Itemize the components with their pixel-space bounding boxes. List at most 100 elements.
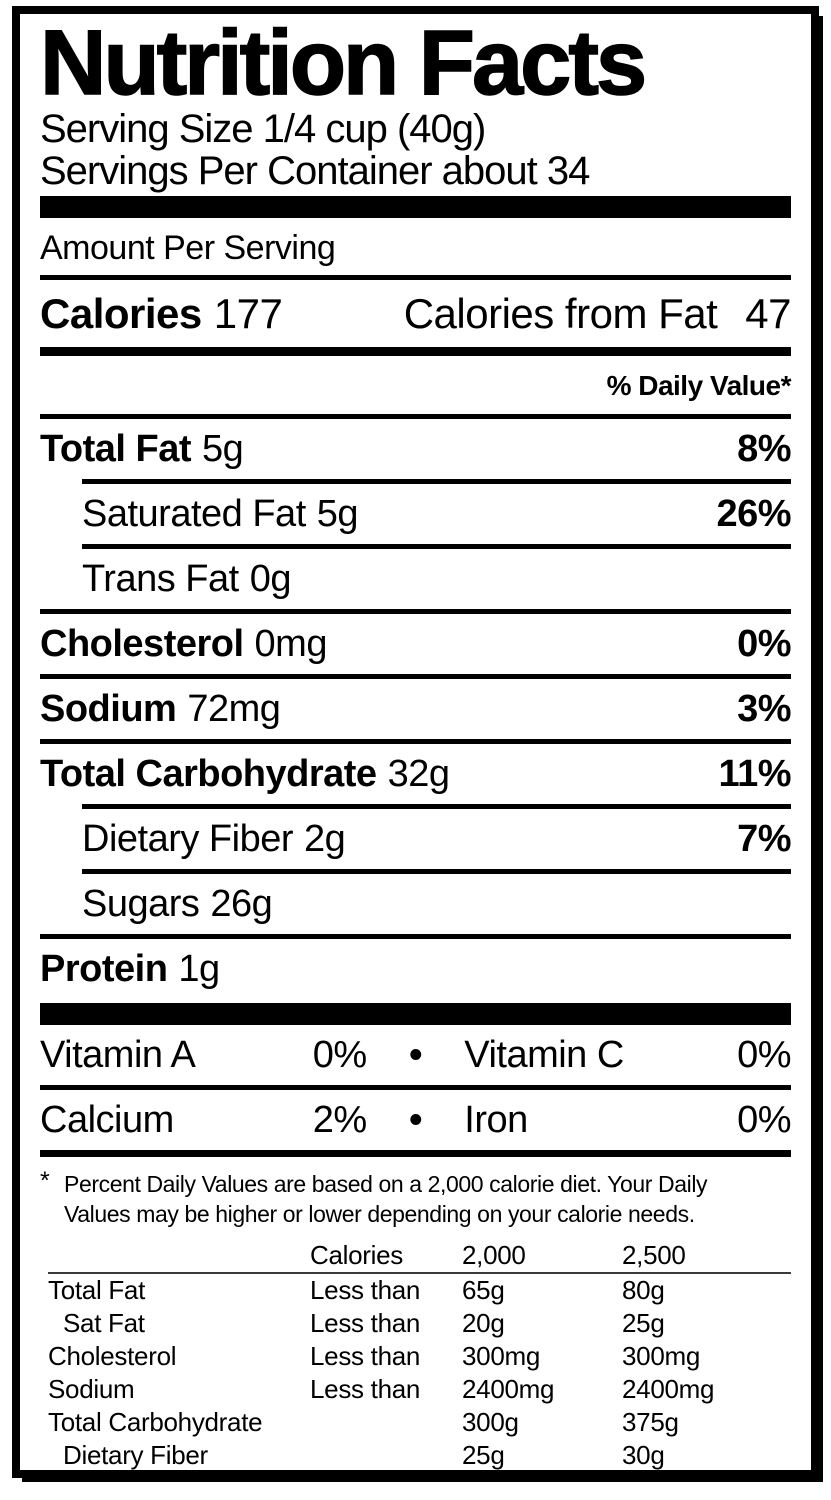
dv-table-qualifier: Less than [310, 1374, 421, 1404]
nutrient-daily-value: 11% [718, 753, 792, 795]
dv-table-value-2000: 20g [462, 1308, 505, 1338]
dv-table-value-2500: 300mg [622, 1341, 700, 1371]
calories-label: Calories [40, 290, 202, 337]
nutrient-daily-value: 3% [737, 688, 791, 730]
dv-table-value-2500: 375g [622, 1407, 679, 1437]
dv-table-header-2000: 2,000 [462, 1240, 526, 1270]
nutrient-row-total-carbohydrate: Total Carbohydrate 32g 11% [40, 739, 792, 804]
dv-table-value-2500: 30g [622, 1440, 665, 1470]
dv-table-nutrient: Total Carbohydrate [48, 1407, 263, 1437]
vitamin-value: 0% [312, 1034, 367, 1076]
nutrient-rows: Total Fat 5g 8% Saturated Fat 5g 26% Trans… [40, 419, 792, 999]
dv-table-value-2500: 2400mg [622, 1374, 715, 1404]
nutrient-row-saturated-fat: Saturated Fat 5g 26% [82, 479, 791, 544]
nutrient-name-amount: Cholesterol 0mg [40, 624, 327, 665]
nutrient-amount: 0mg [254, 623, 328, 665]
nutrient-name-amount: Protein 1g [40, 949, 220, 990]
dv-table-value-2000: 2400mg [462, 1374, 555, 1404]
nutrient-name-amount: Sodium 72mg [40, 688, 281, 730]
dv-table-qualifier [310, 1406, 462, 1439]
nutrient-name: Cholesterol [40, 623, 244, 665]
nutrient-row-sugars: Sugars 26g [82, 869, 791, 934]
dv-table-value-2000: 300g [462, 1407, 519, 1437]
nutrient-name: Total Carbohydrate [40, 753, 377, 795]
nutrient-name-amount: Trans Fat 0g [82, 559, 291, 600]
nutrient-daily-value: 7% [737, 818, 791, 860]
nutrient-name-amount: Sugars 26g [82, 883, 273, 925]
dv-table-nutrient: Cholesterol [48, 1341, 177, 1371]
dv-table-header-blank [48, 1239, 310, 1272]
dv-table-value-2000: 25g [462, 1440, 505, 1470]
vitamin-name: Vitamin A [40, 1034, 196, 1076]
vitamin-left-pair: Vitamin A 0% [40, 1035, 367, 1076]
dv-table-header-calories: Calories [310, 1240, 403, 1270]
dv-table-row: Sat Fat Less than 20g 25g [48, 1307, 791, 1340]
nutrient-amount: 0g [249, 558, 292, 600]
nutrient-amount: 72mg [187, 688, 281, 730]
dv-table-value-2000: 300mg [462, 1341, 540, 1371]
thick-separator-bar-bottom [40, 1003, 791, 1025]
dv-table-qualifier: Less than [310, 1341, 421, 1371]
dv-table-qualifier [310, 1439, 462, 1470]
calories-from-fat-label: Calories from Fat [403, 290, 718, 337]
asterisk-marker: * [40, 1167, 50, 1195]
daily-values-footnote: * Percent Daily Values are based on a 2,… [40, 1157, 791, 1229]
vitamin-name: Iron [464, 1099, 528, 1141]
nutrient-amount: 26g [210, 883, 273, 925]
nutrient-row-dietary-fiber: Dietary Fiber 2g 7% [82, 804, 791, 869]
dv-table-nutrient: Sat Fat [63, 1308, 145, 1338]
footnote-line: Values may be higher or lower depending … [64, 1201, 695, 1227]
dv-table-nutrient: Dietary Fiber [63, 1440, 208, 1470]
dv-table-row: Total Fat Less than 65g 80g [48, 1274, 791, 1307]
serving-size-text: Serving Size 1/4 cup (40g) [40, 107, 486, 151]
nutrient-name: Dietary Fiber [82, 818, 294, 860]
vitamin-right-pair: Iron 0% [464, 1100, 791, 1141]
label-title: Nutrition Facts [39, 12, 648, 114]
nutrient-amount: 1g [178, 948, 220, 990]
nutrient-name: Sugars [82, 883, 200, 925]
dv-table-row: Cholesterol Less than 300mg 300mg [48, 1340, 791, 1373]
vitamins-section: Vitamin A 0% • Vitamin C 0% Calcium 2% • Ir… [40, 1025, 791, 1157]
dv-table-qualifier: Less than [310, 1275, 421, 1305]
nutrient-row-sodium: Sodium 72mg 3% [40, 674, 791, 739]
nutrient-amount: 32g [387, 753, 450, 795]
nutrient-row-cholesterol: Cholesterol 0mg 0% [40, 609, 791, 674]
nutrient-row-protein: Protein 1g [40, 934, 791, 999]
vitamin-row: Vitamin A 0% • Vitamin C 0% [40, 1025, 791, 1085]
bullet-dot-icon: • [409, 1034, 422, 1076]
dv-table-header-row: Calories 2,000 2,500 [48, 1239, 791, 1274]
dv-table-value-2500: 80g [622, 1275, 665, 1305]
nutrient-name-amount: Saturated Fat 5g [82, 493, 359, 535]
bullet-dot-icon: • [409, 1099, 422, 1141]
nutrient-row-trans-fat: Trans Fat 0g [82, 544, 791, 609]
dv-table-row: Total Carbohydrate 300g 375g [48, 1406, 791, 1439]
dv-table-value-2000: 65g [462, 1275, 505, 1305]
nutrient-row-total-fat: Total Fat 5g 8% [40, 419, 791, 479]
vitamin-value: 2% [312, 1099, 367, 1141]
vitamin-name: Vitamin C [464, 1034, 624, 1076]
nutrient-name: Sodium [40, 688, 177, 730]
dv-table-row: Dietary Fiber 25g 30g [48, 1439, 791, 1470]
calories-group: Calories 177 [40, 290, 283, 337]
nutrient-daily-value: 26% [716, 493, 791, 535]
vitamin-row: Calcium 2% • Iron 0% [40, 1085, 791, 1150]
nutrient-name-amount: Total Carbohydrate 32g [40, 753, 450, 795]
dv-table-header-2500: 2,500 [622, 1240, 686, 1270]
vitamin-value: 0% [737, 1099, 791, 1141]
nutrient-name: Trans Fat [82, 558, 239, 600]
calories-row: Calories 177 Calories from Fat 47 [40, 280, 791, 356]
dv-table-nutrient: Sodium [48, 1374, 135, 1404]
dv-table-qualifier: Less than [310, 1308, 421, 1338]
nutrient-name: Protein [40, 948, 168, 990]
amount-per-serving-heading: Amount Per Serving [40, 218, 791, 280]
calories-value: 177 [213, 290, 283, 337]
dv-table-value-2500: 25g [622, 1308, 665, 1338]
nutrient-amount: 5g [316, 493, 359, 535]
dv-table-nutrient: Total Fat [48, 1275, 146, 1305]
nutrient-name: Total Fat [40, 428, 192, 470]
vitamin-left-pair: Calcium 2% [40, 1100, 367, 1141]
nutrient-name-amount: Dietary Fiber 2g [82, 818, 346, 860]
footnote-line: Percent Daily Values are based on a 2,00… [64, 1171, 708, 1197]
nutrient-daily-value: 8% [737, 428, 791, 470]
vitamin-value: 0% [737, 1034, 791, 1076]
